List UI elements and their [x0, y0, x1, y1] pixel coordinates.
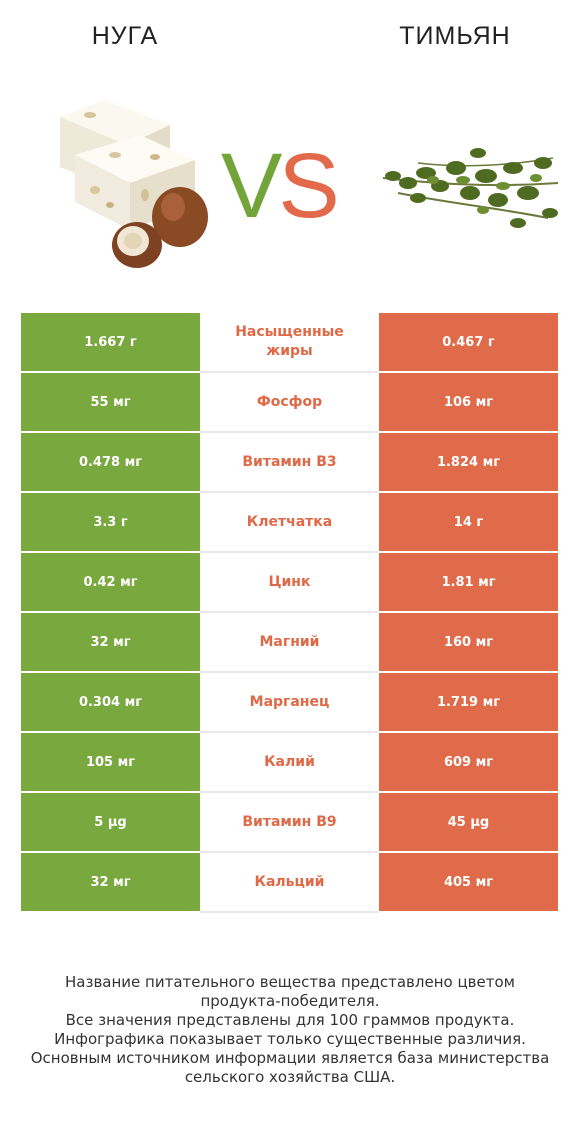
table-row: 105 мг Калий 609 мг [21, 733, 558, 793]
nutrient-name: Витамин B3 [242, 453, 337, 470]
table-row: 5 µg Витамин B9 45 µg [21, 793, 558, 853]
footer-line: Все значения представлены для 100 граммо… [65, 1011, 515, 1029]
right-value: 160 мг [379, 613, 558, 671]
table-row: 0.304 мг Марганец 1.719 мг [21, 673, 558, 733]
thyme-image [382, 148, 559, 228]
row-divider [200, 371, 379, 373]
nutrient-name: Магний [259, 633, 320, 650]
nutrient-name: Кальций [254, 873, 325, 890]
right-value: 1.81 мг [379, 553, 558, 611]
right-value: 106 мг [379, 373, 558, 431]
nutrient-name: Марганец [249, 693, 330, 710]
right-value: 0.467 г [379, 313, 558, 371]
nutrient-name: Фосфор [256, 393, 323, 410]
row-divider [200, 791, 379, 793]
left-value: 105 мг [21, 733, 200, 791]
left-value: 32 мг [21, 853, 200, 911]
right-value: 14 г [379, 493, 558, 551]
row-divider [200, 671, 379, 673]
vs-label: VS [221, 140, 340, 232]
right-value: 405 мг [379, 853, 558, 911]
footer-line: продукта-победителя. [200, 992, 380, 1010]
row-divider [200, 491, 379, 493]
nutrient-name: Насыщенные жиры [235, 324, 344, 359]
left-value: 0.42 мг [21, 553, 200, 611]
left-value: 55 мг [21, 373, 200, 431]
row-divider [200, 911, 379, 913]
table-row: 0.478 мг Витамин B3 1.824 мг [21, 433, 558, 493]
right-food-title: ТИМЬЯН [399, 22, 511, 50]
nougat-image [60, 100, 208, 268]
vs-s-letter: S [278, 135, 339, 237]
nutrient-name: Витамин B9 [242, 813, 337, 830]
row-divider [200, 611, 379, 613]
right-value: 1.719 мг [379, 673, 558, 731]
table-row: 32 мг Кальций 405 мг [21, 853, 558, 913]
right-value: 1.824 мг [379, 433, 558, 491]
table-row: 55 мг Фосфор 106 мг [21, 373, 558, 433]
vs-v-letter: V [221, 135, 282, 237]
right-value: 609 мг [379, 733, 558, 791]
table-row: 0.42 мг Цинк 1.81 мг [21, 553, 558, 613]
comparison-table: 1.667 г Насыщенные жиры 0.467 г 55 мг Фо… [21, 313, 558, 913]
table-row: 1.667 г Насыщенные жиры 0.467 г [21, 313, 558, 373]
row-divider [200, 731, 379, 733]
row-divider [200, 851, 379, 853]
left-value: 0.304 мг [21, 673, 200, 731]
footer-note: Название питательного вещества представл… [0, 973, 580, 1087]
nutrient-name: Калий [264, 753, 315, 770]
nutrient-name: Цинк [268, 573, 311, 590]
footer-line: Основным источником информации является … [30, 1049, 550, 1067]
nutrient-name: Клетчатка [246, 513, 333, 530]
left-food-title: НУГА [91, 22, 159, 50]
footer-line: Название питательного вещества представл… [65, 973, 515, 991]
row-divider [200, 551, 379, 553]
left-value: 0.478 мг [21, 433, 200, 491]
left-value: 5 µg [21, 793, 200, 851]
table-row: 3.3 г Клетчатка 14 г [21, 493, 558, 553]
left-value: 3.3 г [21, 493, 200, 551]
right-value: 45 µg [379, 793, 558, 851]
left-value: 1.667 г [21, 313, 200, 371]
row-divider [200, 431, 379, 433]
table-row: 32 мг Магний 160 мг [21, 613, 558, 673]
footer-line: Инфографика показывает только существенн… [54, 1030, 526, 1048]
left-value: 32 мг [21, 613, 200, 671]
footer-line: сельского хозяйства США. [184, 1068, 396, 1086]
